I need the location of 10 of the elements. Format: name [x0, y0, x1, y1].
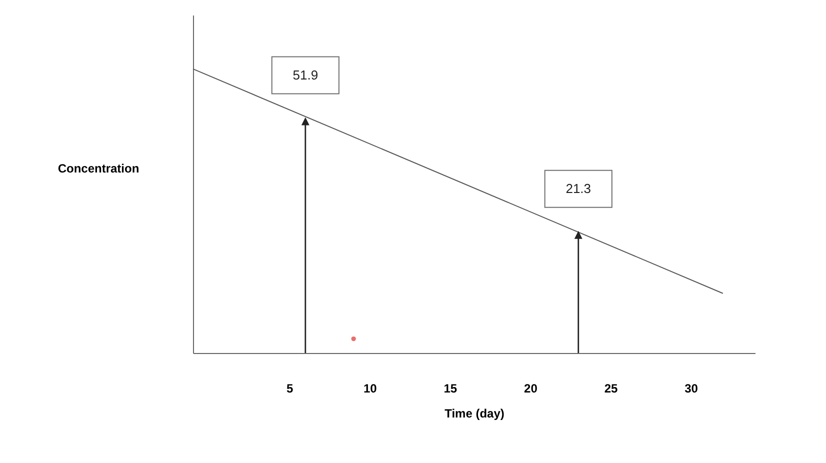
- x-tick-label: 15: [444, 382, 458, 396]
- x-tick-label: 10: [363, 382, 378, 396]
- x-tick-label: 5: [286, 382, 294, 396]
- annotation: 51.9: [292, 67, 318, 82]
- y-axis-title: Concentration: [58, 162, 140, 176]
- x-axis-title: Time (day): [444, 406, 504, 420]
- x-tick-label: 30: [684, 382, 698, 396]
- x-tick-label: 25: [604, 382, 618, 396]
- annotation: 21.3: [566, 180, 592, 196]
- x-tick-label: 20: [524, 382, 538, 396]
